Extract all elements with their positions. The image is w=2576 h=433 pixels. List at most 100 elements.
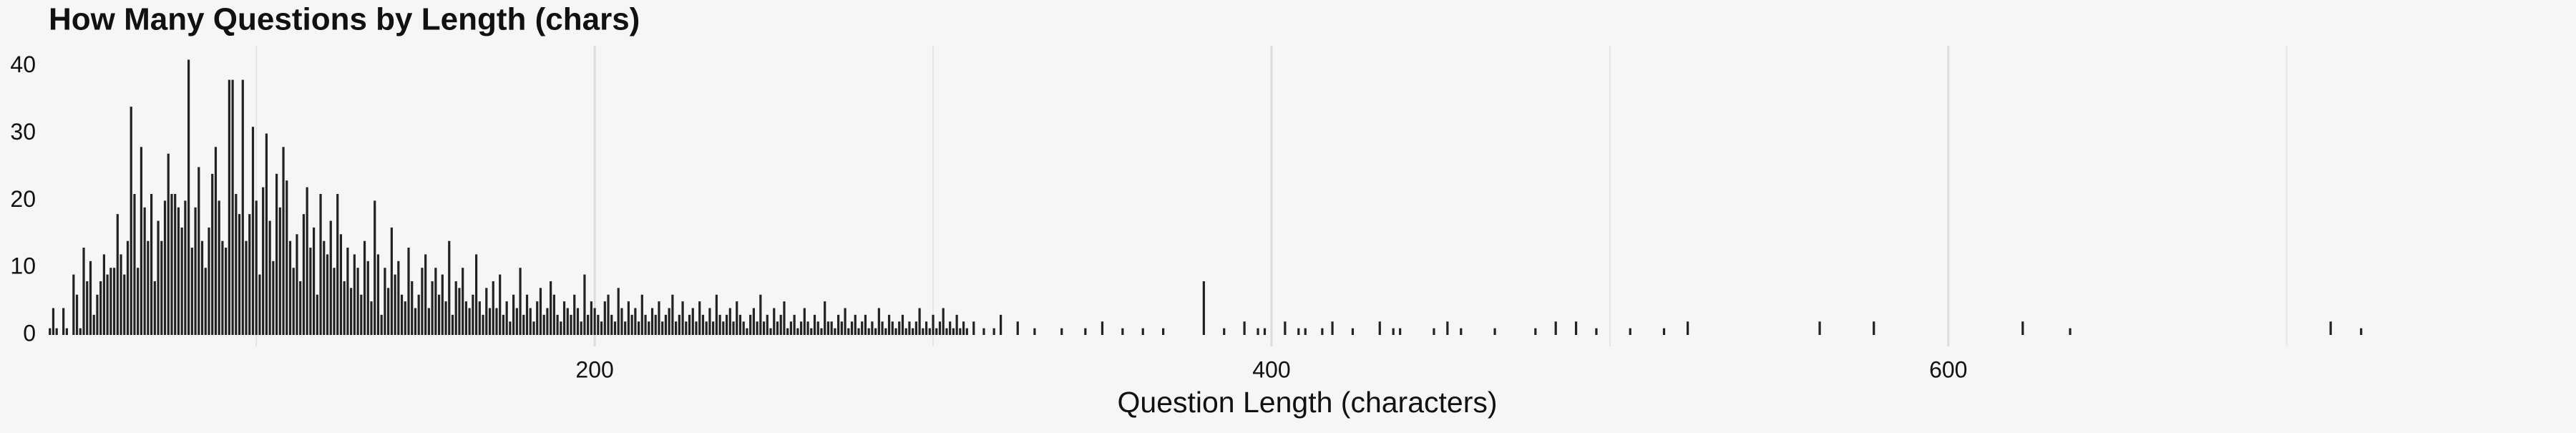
chart-title: How Many Questions by Length (chars)	[49, 2, 640, 37]
bar	[82, 248, 85, 335]
bar	[1687, 321, 1689, 335]
bar	[451, 314, 454, 335]
bar	[106, 274, 109, 335]
bar	[779, 314, 782, 335]
bar	[914, 321, 917, 335]
bar	[75, 294, 79, 335]
bar	[678, 314, 680, 335]
bar	[924, 321, 928, 335]
bar	[1378, 321, 1381, 335]
y-tick-label: 40	[10, 52, 36, 77]
bar	[552, 294, 555, 335]
bar	[1060, 328, 1063, 335]
x-tick-label: 600	[1929, 356, 1967, 382]
bar	[644, 314, 647, 335]
bar	[316, 294, 318, 335]
bar	[515, 308, 518, 335]
bar	[1595, 328, 1598, 335]
bar	[262, 187, 265, 335]
bar	[759, 294, 762, 335]
bar	[898, 321, 901, 335]
bar	[874, 328, 877, 335]
bar	[945, 328, 948, 335]
bar	[1331, 321, 1334, 335]
bar	[282, 147, 285, 336]
bar	[617, 288, 620, 335]
bar	[668, 308, 670, 335]
bar	[225, 248, 228, 335]
bar	[72, 274, 75, 335]
bar	[536, 301, 539, 335]
bar	[904, 328, 907, 335]
bar	[908, 321, 911, 335]
bar	[654, 314, 657, 335]
bar	[864, 314, 867, 335]
bar	[769, 328, 772, 335]
bar	[251, 127, 255, 335]
bar	[884, 328, 887, 335]
bar	[495, 308, 498, 335]
bar	[816, 321, 819, 335]
bar	[1284, 321, 1287, 335]
bar	[742, 321, 745, 335]
bar	[96, 294, 99, 335]
bar	[1399, 328, 1402, 335]
bar	[366, 261, 369, 335]
bar	[458, 288, 461, 335]
bar	[258, 274, 261, 335]
y-tick-label: 20	[10, 186, 36, 212]
bar	[268, 220, 271, 335]
bar	[370, 301, 373, 335]
bar	[793, 314, 796, 335]
bar	[519, 268, 522, 335]
bar	[427, 308, 430, 335]
bar	[529, 308, 532, 335]
bar	[1084, 328, 1087, 335]
bar	[955, 314, 958, 335]
bar	[245, 240, 248, 335]
bar	[1243, 321, 1246, 335]
bar	[688, 314, 691, 335]
bar	[184, 200, 187, 335]
bar	[116, 214, 119, 335]
bar	[570, 314, 572, 335]
bar	[695, 321, 698, 335]
bar	[637, 321, 640, 335]
bar	[390, 227, 393, 335]
bar	[620, 308, 623, 335]
bar	[1121, 328, 1124, 335]
bar	[1433, 328, 1435, 335]
bar	[208, 227, 210, 335]
bar	[786, 328, 789, 335]
bar	[1392, 328, 1395, 335]
bar	[962, 321, 965, 335]
bar	[140, 147, 143, 336]
bar	[837, 314, 840, 335]
bar	[728, 308, 731, 335]
bar	[112, 268, 116, 335]
bar	[407, 248, 410, 335]
bar	[488, 308, 492, 335]
bar	[634, 308, 637, 335]
bar	[397, 261, 400, 335]
bar	[255, 200, 258, 335]
bar	[312, 227, 316, 335]
bar	[600, 321, 603, 335]
bar	[593, 308, 596, 335]
bar	[99, 281, 102, 335]
bar	[982, 328, 985, 335]
bar	[163, 200, 167, 335]
bar	[736, 301, 738, 335]
bar	[624, 321, 627, 335]
bar	[492, 281, 494, 335]
bar	[566, 308, 569, 335]
bar	[992, 328, 995, 335]
bar	[238, 214, 241, 335]
bar	[708, 308, 711, 335]
bar	[922, 328, 924, 335]
bar	[1000, 314, 1002, 335]
bar	[1460, 328, 1463, 335]
bar	[296, 234, 298, 335]
bar	[299, 281, 302, 335]
bar	[1202, 281, 1205, 335]
